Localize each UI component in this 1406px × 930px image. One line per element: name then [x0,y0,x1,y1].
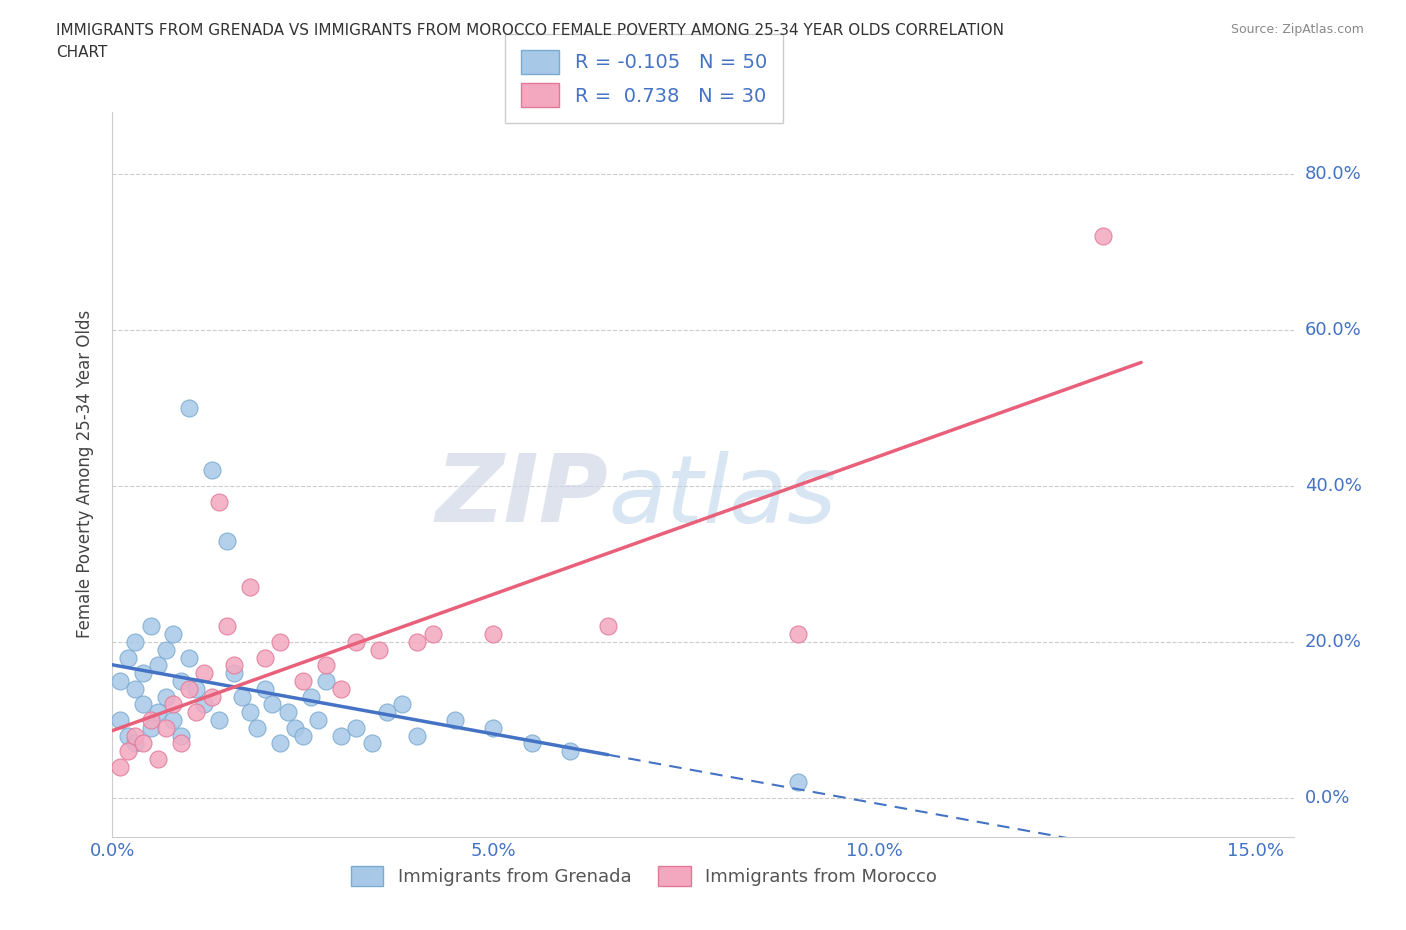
Point [148,705,170,720]
Point [148,751,170,766]
Text: 60.0%: 60.0% [1305,321,1361,339]
Point [139,619,162,634]
Point [117,728,139,743]
Point [291,728,314,743]
Point [139,721,162,736]
Point [124,728,146,743]
Point [215,619,238,634]
Point [391,697,413,711]
Point [596,619,619,634]
Point [422,627,444,642]
Point [239,705,262,720]
Point [170,728,193,743]
Text: 40.0%: 40.0% [1305,477,1361,495]
Point [253,650,276,665]
Text: atlas: atlas [609,450,837,541]
Point [186,705,208,720]
Text: 80.0%: 80.0% [1305,165,1361,183]
Text: CHART: CHART [56,45,108,60]
Point [193,697,215,711]
Point [162,712,184,727]
Point [200,689,222,704]
Point [132,736,155,751]
Point [148,658,170,672]
Point [186,682,208,697]
Point [299,689,322,704]
Point [155,689,177,704]
Point [558,744,581,759]
Point [155,643,177,658]
Point [269,736,291,751]
Point [307,712,329,727]
Point [1092,229,1115,244]
Point [315,673,337,688]
Point [269,634,291,649]
Point [239,580,262,595]
Point [787,775,810,790]
Text: Source: ZipAtlas.com: Source: ZipAtlas.com [1230,23,1364,36]
Point [330,682,353,697]
Point [444,712,467,727]
Point [155,721,177,736]
Point [360,736,382,751]
Point [208,712,231,727]
Point [108,673,131,688]
Point [246,721,269,736]
Point [406,634,429,649]
Point [124,682,146,697]
Text: ZIP: ZIP [436,450,609,542]
Point [277,705,299,720]
Point [315,658,337,672]
Point [108,760,131,775]
Point [162,697,184,711]
Point [787,627,810,642]
Y-axis label: Female Poverty Among 25-34 Year Olds: Female Poverty Among 25-34 Year Olds [76,311,94,638]
Point [162,627,184,642]
Point [177,682,200,697]
Point [177,401,200,416]
Text: IMMIGRANTS FROM GRENADA VS IMMIGRANTS FROM MOROCCO FEMALE POVERTY AMONG 25-34 YE: IMMIGRANTS FROM GRENADA VS IMMIGRANTS FR… [56,23,1004,38]
Point [193,666,215,681]
Point [117,650,139,665]
Point [215,533,238,548]
Point [139,712,162,727]
Point [375,705,398,720]
Point [262,697,284,711]
Point [117,744,139,759]
Legend: Immigrants from Grenada, Immigrants from Morocco: Immigrants from Grenada, Immigrants from… [343,859,945,893]
Point [520,736,543,751]
Text: 20.0%: 20.0% [1305,633,1361,651]
Text: 0.0%: 0.0% [1305,789,1350,807]
Point [177,650,200,665]
Point [330,728,353,743]
Point [344,721,367,736]
Point [253,682,276,697]
Point [482,721,505,736]
Point [170,673,193,688]
Point [132,697,155,711]
Point [124,634,146,649]
Point [170,736,193,751]
Point [406,728,429,743]
Point [231,689,253,704]
Point [132,666,155,681]
Point [482,627,505,642]
Point [284,721,307,736]
Point [368,643,391,658]
Point [208,494,231,509]
Point [200,463,222,478]
Point [291,673,314,688]
Point [108,712,131,727]
Point [224,666,246,681]
Point [124,736,146,751]
Point [344,634,367,649]
Point [224,658,246,672]
